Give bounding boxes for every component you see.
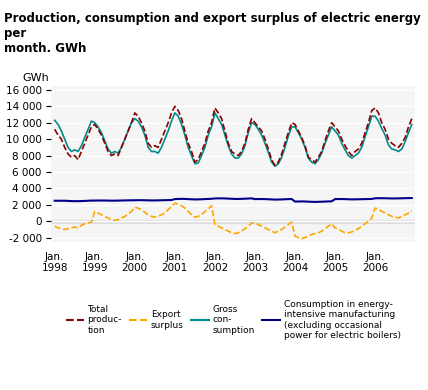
- Text: GWh: GWh: [22, 73, 49, 83]
- Text: Production, consumption and export surplus of electric energy per
month. GWh: Production, consumption and export surpl…: [4, 12, 421, 55]
- Bar: [51, 220, 415, 223]
- Legend: Total
produc-
tion, Export
surplus, Gross
con-
sumption, Consumption in energy-
: Total produc- tion, Export surplus, Gros…: [62, 296, 404, 344]
